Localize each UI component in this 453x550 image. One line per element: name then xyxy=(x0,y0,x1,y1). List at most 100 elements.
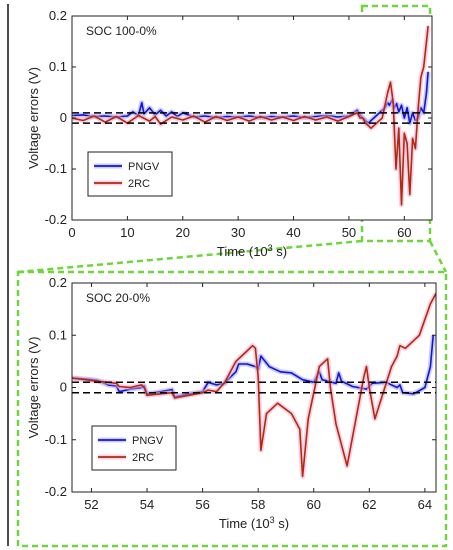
x-tick-label: 10 xyxy=(120,225,134,240)
data-point-rc2 xyxy=(304,115,306,118)
data-point-rc2 xyxy=(85,379,87,381)
data-point-rc2 xyxy=(215,115,217,118)
data-point-rc2 xyxy=(188,394,190,396)
x-tick-label: 0 xyxy=(68,225,75,240)
x-tick-label: 20 xyxy=(176,225,190,240)
data-point-rc2 xyxy=(406,142,408,145)
data-point-rc2 xyxy=(364,122,367,124)
data-point-rc2 xyxy=(146,394,148,396)
data-point-pngv xyxy=(235,371,237,373)
data-point-rc2 xyxy=(370,127,372,129)
plot-zoom: 52 54 56 58 60 62 64 -0.2 -0.1 0 0.1 0.2 SOC 20-0% Ti… xyxy=(26,275,437,531)
data-point-rc2 xyxy=(115,115,117,118)
data-point-pngv xyxy=(338,372,340,374)
data-point-rc2 xyxy=(265,413,268,415)
data-point-rc2 xyxy=(277,402,279,404)
data-point-rc2 xyxy=(137,114,140,117)
data-point-rc2 xyxy=(337,120,339,122)
data-point-rc2 xyxy=(259,115,261,118)
data-point-rc2 xyxy=(356,112,358,114)
data-point-pngv xyxy=(396,103,398,105)
x-axis-title-main: Time (10 xyxy=(219,516,270,531)
data-point-rc2 xyxy=(318,366,320,368)
data-point-rc2 xyxy=(363,376,365,378)
data-point-rc2 xyxy=(302,475,304,477)
data-point-rc2 xyxy=(368,386,370,389)
data-point-rc2 xyxy=(418,334,420,336)
x-axis-title-end: s) xyxy=(275,516,289,531)
data-point-rc2 xyxy=(237,116,239,118)
x-tick-label: 30 xyxy=(231,225,245,240)
data-point-pngv xyxy=(171,389,173,391)
data-point-pngv xyxy=(215,384,218,386)
data-point-rc2 xyxy=(404,347,406,349)
data-point-rc2 xyxy=(429,303,431,305)
legend-label-pngv: PNGV xyxy=(132,435,164,447)
data-point-pngv xyxy=(82,114,84,116)
data-point-rc2 xyxy=(257,376,259,378)
data-point-rc2 xyxy=(409,193,411,196)
data-point-pngv xyxy=(398,111,400,113)
y-tick-label: 0.1 xyxy=(49,327,67,342)
data-point-pngv xyxy=(429,366,431,368)
x-tick-label: 64 xyxy=(418,497,432,512)
legend: PNGV 2RC xyxy=(91,425,177,471)
x-tick-label: 54 xyxy=(140,497,154,512)
x-tick-label: 56 xyxy=(195,497,209,512)
x-tick-label: 60 xyxy=(397,225,411,240)
y-tick-label: 0.1 xyxy=(49,59,67,74)
data-point-pngv xyxy=(396,386,398,389)
data-point-rc2 xyxy=(160,393,162,395)
data-point-pngv xyxy=(260,355,262,357)
series-rc2-line xyxy=(72,26,429,206)
data-point-pngv xyxy=(403,117,405,119)
data-point-pngv xyxy=(292,115,295,117)
data-point-pngv xyxy=(315,115,317,118)
data-point-rc2 xyxy=(143,386,145,389)
data-point-rc2 xyxy=(207,389,209,391)
data-point-pngv xyxy=(321,379,323,381)
chart-annotation: SOC 100-0% xyxy=(86,24,157,38)
data-point-rc2 xyxy=(329,386,331,389)
data-point-pngv xyxy=(248,115,250,117)
data-point-pngv xyxy=(424,386,426,389)
y-tick-label: 0.2 xyxy=(49,275,67,290)
data-point-rc2 xyxy=(392,102,394,104)
data-point-rc2 xyxy=(224,381,226,383)
legend-box xyxy=(91,425,177,471)
legend-label-rc2: 2RC xyxy=(128,178,150,190)
data-point-rc2 xyxy=(281,116,284,118)
data-point-rc2 xyxy=(193,115,195,117)
data-point-rc2 xyxy=(425,40,428,43)
x-axis-title-main: Time (10 xyxy=(217,244,268,259)
data-point-rc2 xyxy=(292,119,295,122)
x-axis-title: Time (103 s) xyxy=(219,515,289,531)
data-point-rc2 xyxy=(412,137,414,139)
data-point-rc2 xyxy=(252,345,254,347)
data-point-rc2 xyxy=(346,465,348,467)
data-point-rc2 xyxy=(307,418,309,420)
data-point-rc2 xyxy=(414,148,416,150)
data-point-pngv xyxy=(226,115,228,118)
data-point-pngv xyxy=(412,112,414,114)
data-point-pngv xyxy=(427,71,429,73)
y-tick-label: -0.2 xyxy=(45,484,67,499)
data-point-rc2 xyxy=(171,116,173,118)
data-point-pngv xyxy=(413,393,415,395)
data-point-rc2 xyxy=(387,91,389,94)
data-point-rc2 xyxy=(376,122,378,124)
data-point-pngv xyxy=(290,372,293,374)
data-point-rc2 xyxy=(290,413,293,415)
legend: PNGV 2RC xyxy=(87,151,173,197)
data-point-rc2 xyxy=(348,115,350,118)
data-point-rc2 xyxy=(226,119,228,122)
data-point-pngv xyxy=(388,104,390,106)
legend-label-rc2: 2RC xyxy=(132,452,154,464)
data-point-pngv xyxy=(425,91,428,94)
x-tick-label: 62 xyxy=(362,497,376,512)
data-point-rc2 xyxy=(403,132,405,134)
data-point-rc2 xyxy=(390,366,393,368)
zoom-connector-left xyxy=(17,239,363,274)
x-axis-title-sup: 3 xyxy=(268,243,273,253)
y-tick-label: -0.2 xyxy=(45,212,67,227)
